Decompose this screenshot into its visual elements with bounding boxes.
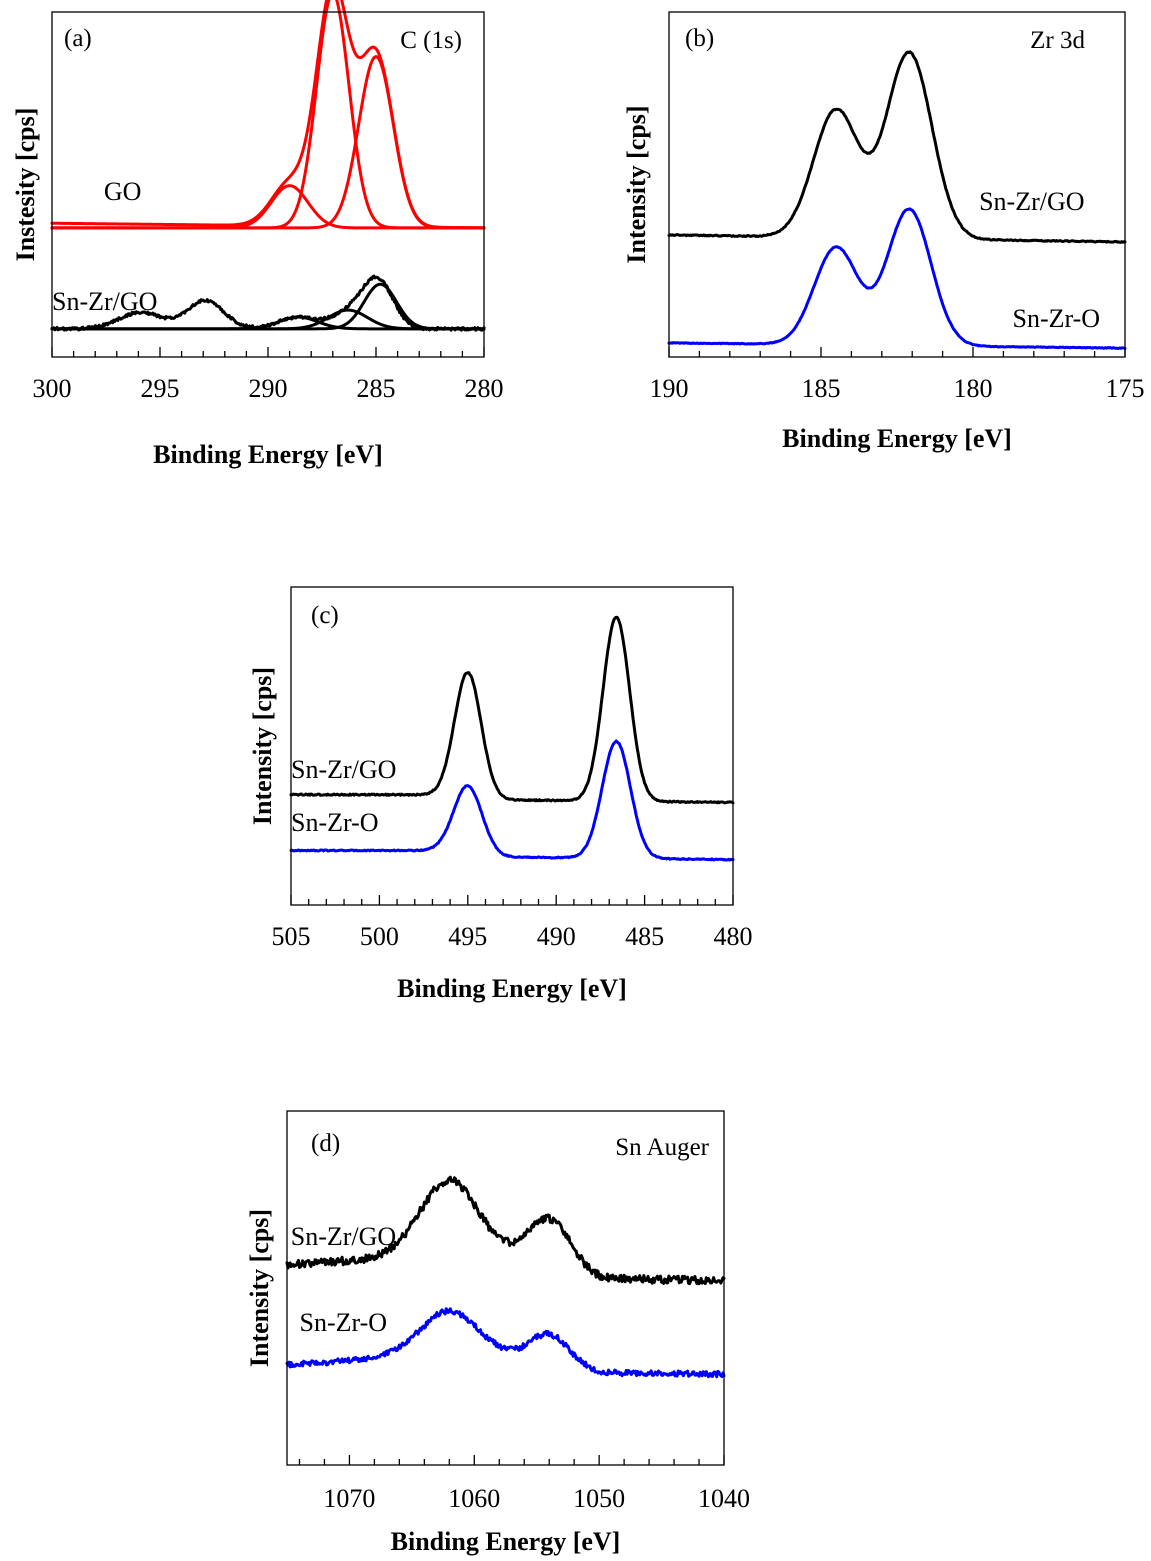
x-tick-label: 300 bbox=[33, 374, 72, 403]
x-tick-label: 280 bbox=[465, 374, 504, 403]
panel-d: 1070 1060 1050 1040 Binding Energy [eV] Inten… bbox=[245, 1110, 750, 1556]
y-axis-title: Intensity [cps] bbox=[245, 1209, 274, 1367]
x-tick-label: 1050 bbox=[573, 1484, 625, 1513]
x-tick-label: 1040 bbox=[698, 1484, 750, 1513]
x-tick-label: 480 bbox=[714, 922, 753, 951]
y-axis-title: Intensity [cps] bbox=[248, 667, 277, 825]
x-tick-label: 495 bbox=[448, 922, 487, 951]
curve-label: GO bbox=[104, 177, 142, 206]
panel-label: (b) bbox=[685, 25, 714, 52]
curve-label: Sn-Zr/GO bbox=[979, 187, 1084, 216]
y-axis-title: Intensity [cps] bbox=[622, 105, 651, 263]
x-tick-label: 180 bbox=[954, 374, 993, 403]
plot-frame bbox=[290, 586, 734, 906]
panel-title: Sn Auger bbox=[615, 1134, 709, 1161]
x-tick-label: 505 bbox=[272, 922, 311, 951]
series-sn-zr-go bbox=[285, 1175, 726, 1286]
x-tick-label: 285 bbox=[357, 374, 396, 403]
fit-component-3 bbox=[50, 184, 486, 230]
curve-label: Sn-Zr-O bbox=[291, 808, 379, 837]
x-tick-label: 185 bbox=[802, 374, 841, 403]
x-tick-label: 1060 bbox=[448, 1484, 500, 1513]
x-axis-title: Binding Energy [eV] bbox=[153, 440, 383, 469]
x-axis-title: Binding Energy [eV] bbox=[782, 424, 1012, 453]
curve-label: Sn-Zr/GO bbox=[291, 1222, 396, 1251]
series-sn-zr-o bbox=[667, 207, 1127, 350]
x-tick-label: 295 bbox=[141, 374, 180, 403]
curve-label: Sn-Zr-O bbox=[1013, 304, 1101, 333]
panel-a: 300 295 290 285 280 Binding Energy [eV] Instes… bbox=[11, 0, 504, 469]
series-sn-zr-o bbox=[285, 1307, 726, 1379]
x-tick-label: 500 bbox=[360, 922, 399, 951]
panel-title: Zr 3d bbox=[1030, 27, 1085, 54]
panel-label: (a) bbox=[64, 25, 92, 52]
fit-component-7 bbox=[50, 315, 486, 331]
x-tick-label: 175 bbox=[1106, 374, 1145, 403]
x-tick-label: 190 bbox=[650, 374, 689, 403]
series-sn-zr-go bbox=[289, 615, 735, 805]
panel-b: 190 185 180 175 Binding Energy [eV] Intensity… bbox=[622, 11, 1145, 453]
y-axis-title: Instesity [cps] bbox=[11, 108, 40, 262]
panel-c: 505 500 495 490 485 480 Binding Energy [eV] Int… bbox=[248, 586, 753, 1003]
panel-title: C (1s) bbox=[400, 27, 462, 54]
curve-label: Sn-Zr-O bbox=[299, 1308, 387, 1337]
plot-frame bbox=[668, 11, 1126, 358]
x-axis-title: Binding Energy [eV] bbox=[391, 1527, 621, 1556]
x-tick-label: 1070 bbox=[323, 1484, 375, 1513]
curve-label: Sn-Zr/GO bbox=[291, 755, 396, 784]
panel-label: (d) bbox=[311, 1130, 340, 1157]
plot-frame bbox=[286, 1110, 725, 1466]
panel-label: (c) bbox=[311, 602, 339, 629]
x-axis-title: Binding Energy [eV] bbox=[397, 974, 627, 1003]
curve-label: Sn-Zr/GO bbox=[52, 287, 157, 316]
x-tick-label: 485 bbox=[625, 922, 664, 951]
x-tick-label: 490 bbox=[537, 922, 576, 951]
series-sn-zr-go bbox=[667, 50, 1127, 244]
x-tick-label: 290 bbox=[249, 374, 288, 403]
series-sn-zr-o bbox=[289, 739, 735, 862]
